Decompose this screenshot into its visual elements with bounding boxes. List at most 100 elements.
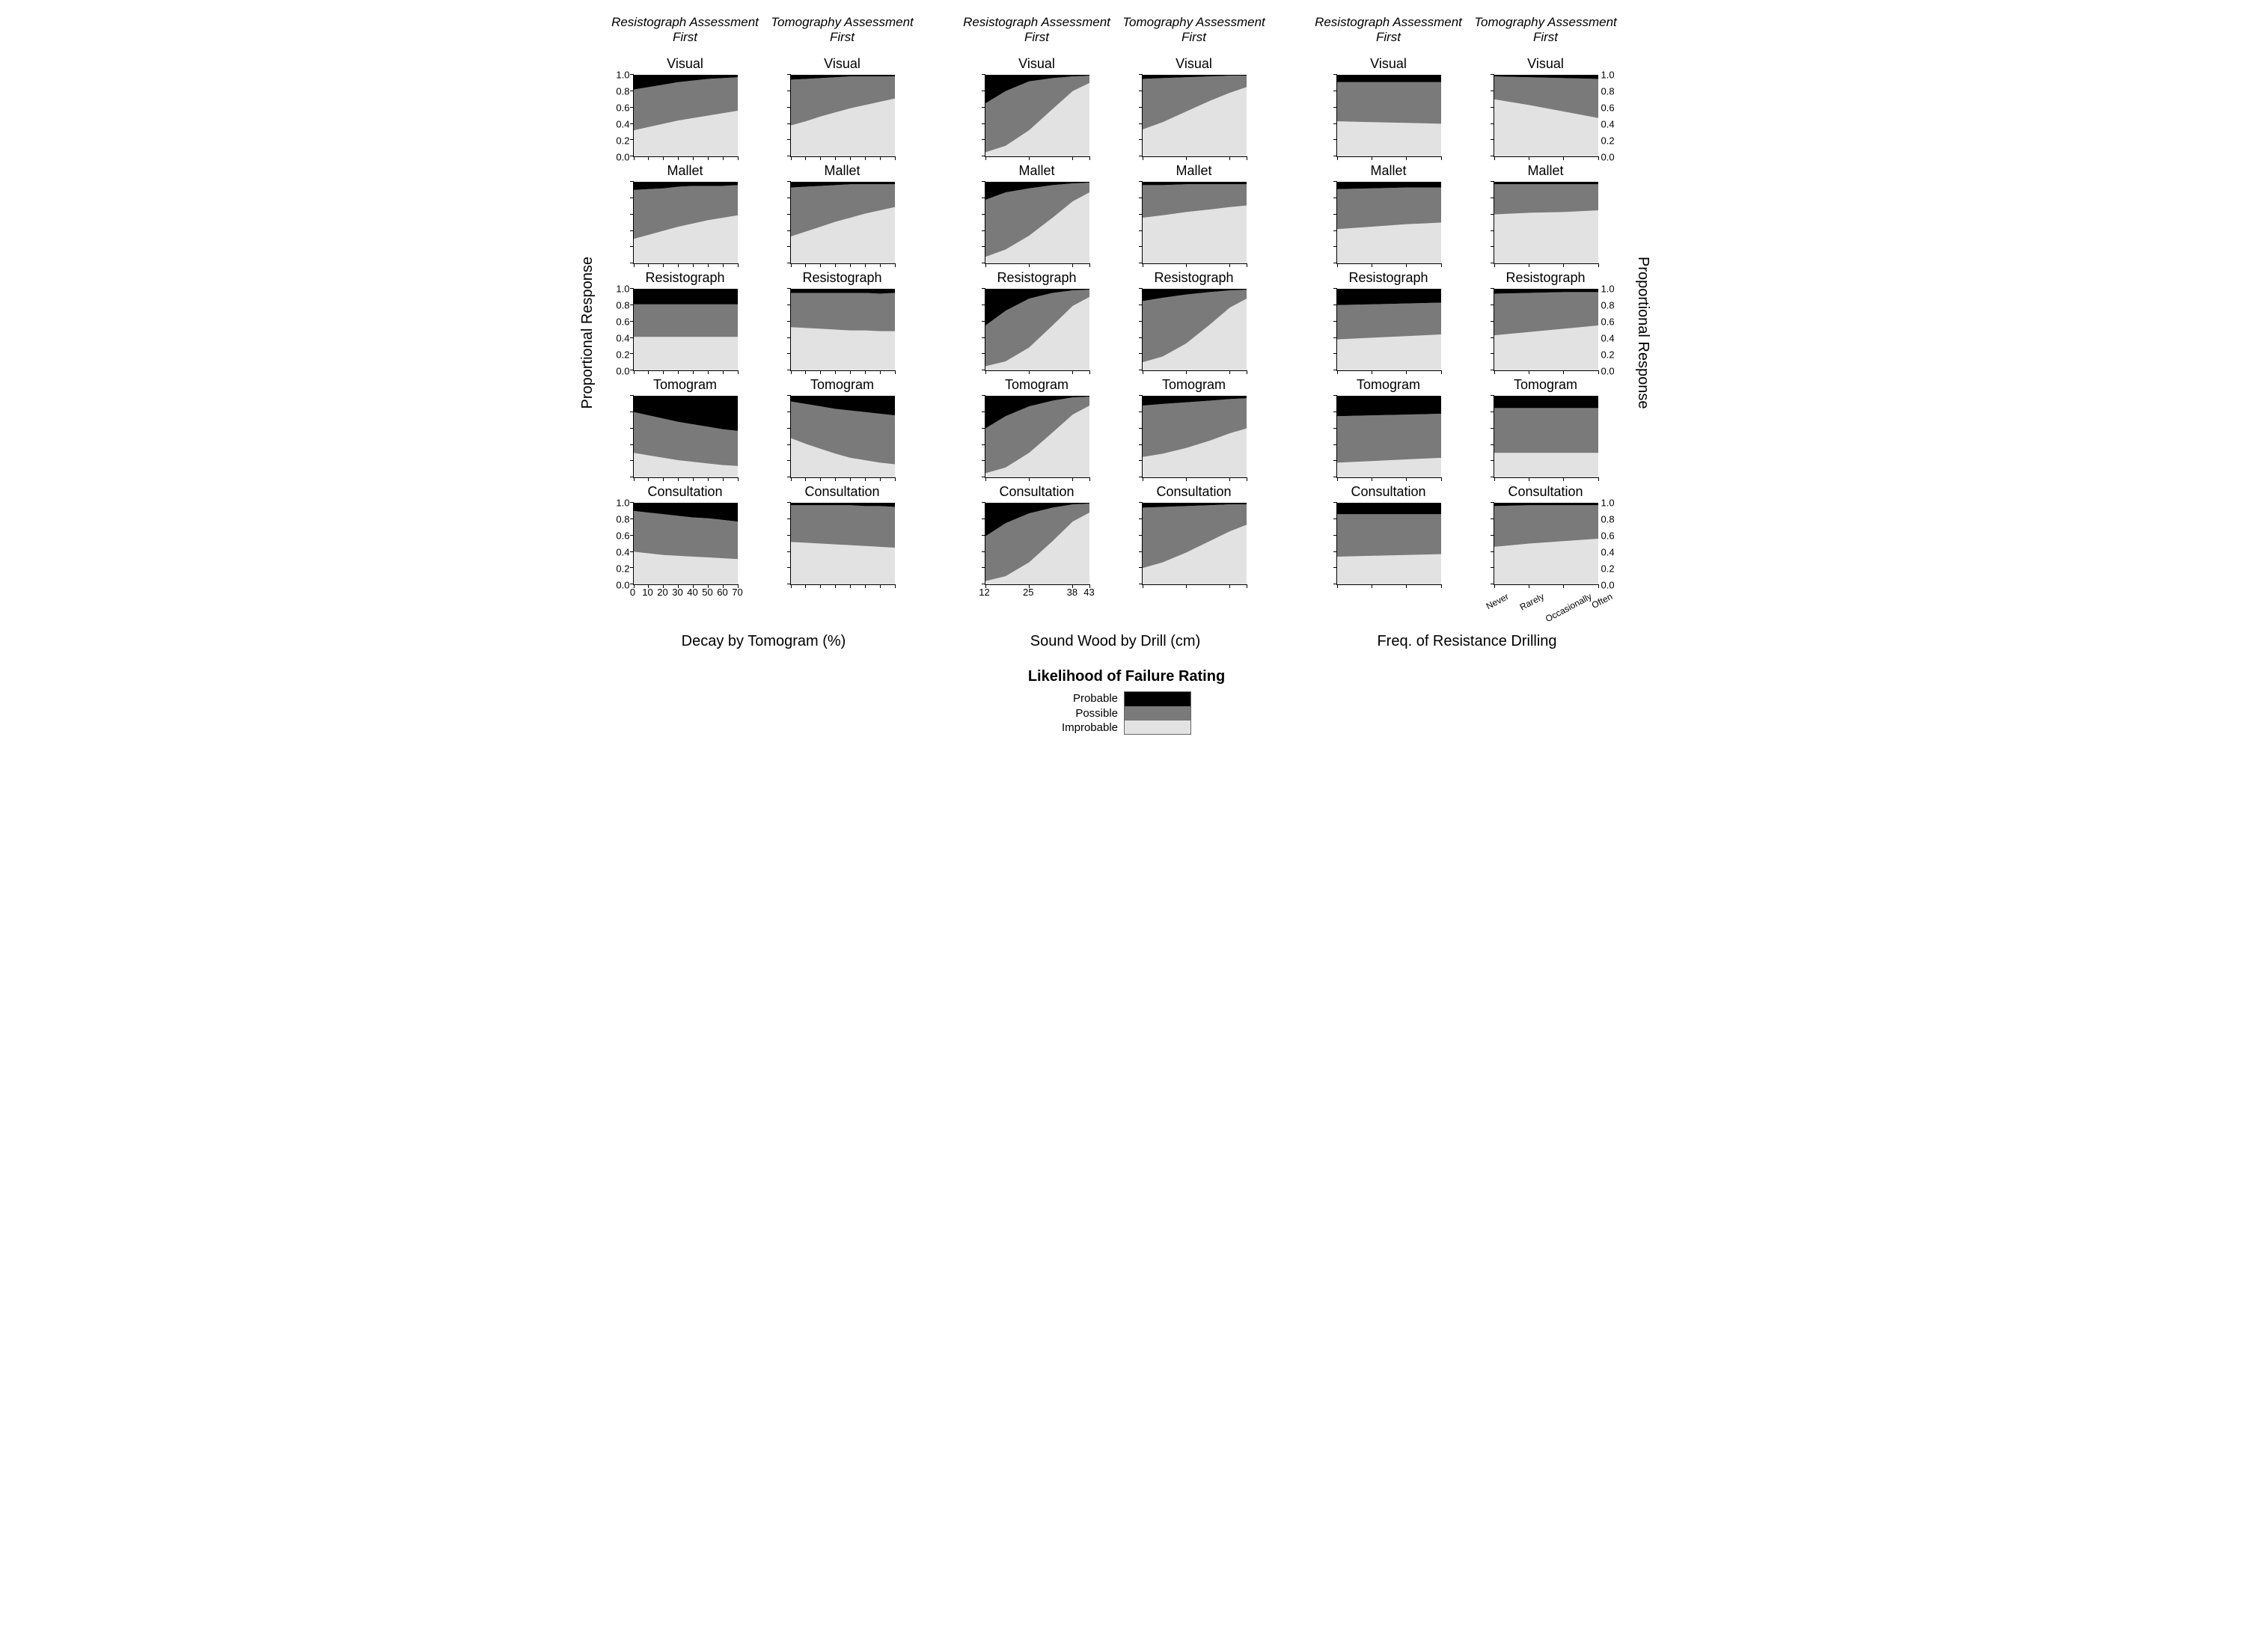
super-header: Resistograph Assessment First <box>611 15 760 50</box>
chart-area <box>1336 396 1441 478</box>
y-tick-marks <box>1139 289 1143 370</box>
x-tick-marks <box>985 156 1089 160</box>
y-tick-marks <box>1491 289 1494 370</box>
chart-area <box>633 75 738 157</box>
panel <box>962 503 1112 585</box>
y-ticks-right <box>738 182 760 264</box>
yaxis-label-right: Proportional Response <box>1628 15 1658 650</box>
y-ticks-right <box>895 182 917 264</box>
y-tick-marks <box>630 182 634 263</box>
panel <box>1471 396 1621 478</box>
x-tick-marks <box>985 263 1089 267</box>
x-tick-label: 25 <box>1023 587 1033 598</box>
y-tick-label: 0.8 <box>1601 514 1615 525</box>
chart-area <box>1494 396 1598 478</box>
y-tick-label: 0.2 <box>1601 135 1615 147</box>
y-ticks-right <box>1247 396 1269 478</box>
y-ticks-right <box>1089 396 1112 478</box>
chart-area <box>1142 182 1247 264</box>
panel-title: Consultation <box>1119 478 1269 503</box>
panel: 0.00.20.40.60.81.0 <box>611 75 760 157</box>
y-ticks-right: 0.00.20.40.60.81.0 <box>1598 503 1621 585</box>
y-ticks-right <box>1441 75 1464 157</box>
panel <box>768 503 917 585</box>
chart-area <box>1494 289 1598 371</box>
chart-area <box>1336 289 1441 371</box>
legend-title: Likelihood of Failure Rating <box>1028 668 1225 685</box>
y-tick-marks <box>982 182 985 263</box>
panel <box>1119 503 1269 585</box>
y-tick-label: 0.2 <box>616 563 629 575</box>
legend-label-possible: Possible <box>1062 706 1118 721</box>
y-tick-label: 0.8 <box>616 300 629 311</box>
x-tick-marks <box>634 263 738 267</box>
x-tick-label: 43 <box>1083 587 1094 598</box>
y-ticks-right <box>1247 289 1269 371</box>
panel-title: Tomogram <box>1471 371 1621 396</box>
chart-area <box>985 75 1089 157</box>
legend: Likelihood of Failure Rating Probable Po… <box>573 668 1681 735</box>
y-tick-label: 0.2 <box>616 349 629 361</box>
y-tick-label: 0.4 <box>1601 119 1615 130</box>
y-tick-marks <box>1333 182 1337 263</box>
panel <box>1314 396 1464 478</box>
y-tick-label: 1.0 <box>1601 498 1615 509</box>
y-tick-label: 0.4 <box>1601 333 1615 344</box>
panel <box>1314 503 1464 585</box>
y-tick-label: 0.4 <box>616 119 629 130</box>
panel-title: Resistograph <box>1471 264 1621 289</box>
y-tick-label: 0.8 <box>1601 300 1615 311</box>
chart-area <box>1494 75 1598 157</box>
panel-title: Tomogram <box>962 371 1112 396</box>
x-tick-marks <box>1143 263 1247 267</box>
panel-title: Mallet <box>768 157 917 182</box>
x-tick-label: Occasionally <box>1544 591 1594 624</box>
panel-title: Mallet <box>611 157 760 182</box>
panel <box>962 182 1112 264</box>
chart-area <box>790 182 895 264</box>
y-tick-label: 0.0 <box>1601 152 1615 163</box>
y-ticks-right: 0.00.20.40.60.81.0 <box>1598 289 1621 371</box>
y-tick-marks <box>630 396 634 477</box>
chart-area <box>1142 396 1247 478</box>
y-tick-label: 0.0 <box>616 152 629 163</box>
panel <box>1471 182 1621 264</box>
panel <box>962 289 1112 371</box>
y-tick-marks <box>787 75 791 156</box>
x-tick-marks <box>985 477 1089 481</box>
y-tick-label: 0.2 <box>616 135 629 147</box>
panel-title: Mallet <box>1119 157 1269 182</box>
x-tick-label: 70 <box>732 587 742 598</box>
chart-area <box>633 396 738 478</box>
x-tick-marks <box>1494 156 1598 160</box>
super-header: Resistograph Assessment First <box>962 15 1112 50</box>
panel-title: Resistograph <box>962 264 1112 289</box>
chart-area <box>1142 75 1247 157</box>
chart-area <box>1336 503 1441 585</box>
y-tick-marks <box>1139 503 1143 584</box>
y-tick-label: 0.4 <box>616 547 629 558</box>
x-tick-marks <box>1494 370 1598 374</box>
x-tick-marks <box>1337 477 1441 481</box>
panel: 0.00.20.40.60.81.0 <box>1471 289 1621 371</box>
y-ticks-right <box>738 289 760 371</box>
x-tick-marks <box>634 156 738 160</box>
y-tick-label: 0.4 <box>1601 547 1615 558</box>
figure: Proportional ResponseProportional Respon… <box>573 15 1681 735</box>
x-tick-labels: NeverRarelyOccasionallyOften <box>1471 585 1621 620</box>
y-ticks-right <box>1441 289 1464 371</box>
panel-title: Visual <box>1119 50 1269 75</box>
chart-area <box>633 503 738 585</box>
x-tick-label: 30 <box>672 587 682 598</box>
panel-title: Mallet <box>1471 157 1621 182</box>
panel-title: Visual <box>1314 50 1464 75</box>
y-ticks-right <box>738 75 760 157</box>
panel-title: Mallet <box>962 157 1112 182</box>
panel-title: Resistograph <box>1314 264 1464 289</box>
y-tick-marks <box>787 182 791 263</box>
y-tick-label: 1.0 <box>616 284 629 295</box>
x-tick-marks <box>1337 263 1441 267</box>
x-tick-labels <box>1314 585 1464 620</box>
y-ticks-right <box>1089 182 1112 264</box>
y-tick-marks <box>1491 182 1494 263</box>
